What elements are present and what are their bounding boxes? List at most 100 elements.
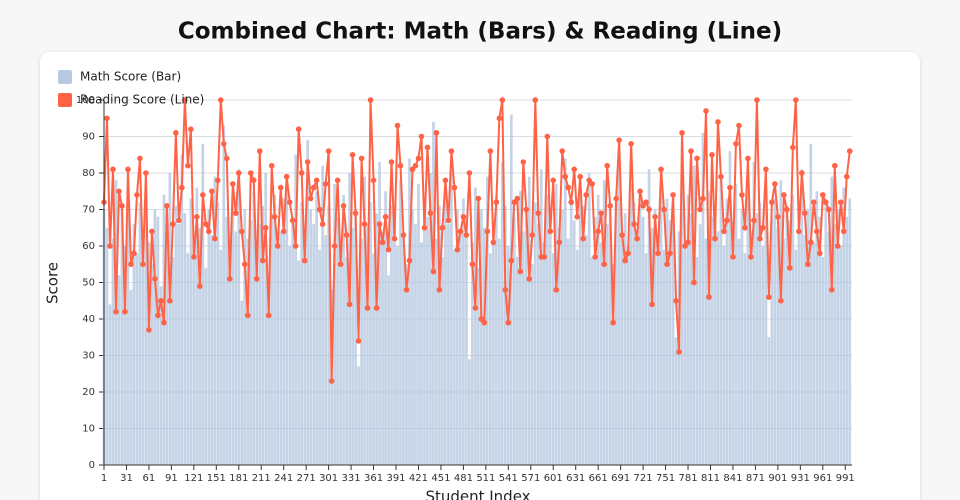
line-point: [451, 184, 458, 191]
line-point: [688, 148, 694, 154]
bar: [453, 249, 456, 465]
x-tick-label: 691: [611, 473, 630, 484]
bar: [444, 191, 447, 465]
bar: [261, 205, 265, 465]
bar: [219, 249, 223, 465]
bar: [809, 143, 813, 466]
line-point: [559, 148, 566, 154]
line-point: [104, 115, 110, 122]
line-point: [307, 195, 314, 202]
line-point: [146, 327, 152, 333]
line-point: [400, 232, 407, 238]
line-point: [837, 199, 844, 205]
line-point: [212, 235, 218, 242]
y-tick-label: 90: [82, 132, 95, 143]
bar: [587, 173, 591, 465]
bar: [126, 191, 130, 465]
bar: [692, 165, 696, 465]
line-point: [796, 228, 802, 235]
x-tick-label: 151: [207, 473, 226, 484]
bar: [417, 183, 420, 465]
line-point: [505, 319, 512, 326]
line-point: [122, 308, 128, 315]
line-point: [298, 170, 305, 176]
x-tick-label: 991: [836, 473, 855, 484]
line-point: [846, 148, 853, 154]
bar: [474, 187, 477, 465]
bar: [378, 162, 381, 466]
bar: [114, 180, 118, 466]
line-point: [697, 206, 703, 213]
bar: [794, 249, 798, 465]
bar: [584, 235, 588, 465]
line-point: [457, 228, 464, 235]
line-point: [661, 206, 667, 213]
bar: [815, 191, 819, 465]
line-point: [364, 305, 371, 311]
line-point: [613, 195, 619, 202]
line-point: [822, 199, 829, 205]
x-tick-label: 451: [431, 473, 450, 484]
bar: [222, 125, 226, 466]
line-point: [751, 217, 757, 224]
line-point: [685, 239, 691, 246]
bar: [503, 205, 507, 465]
bar: [758, 202, 762, 465]
line-point: [808, 239, 814, 246]
line-point: [583, 192, 589, 198]
bar: [632, 202, 636, 465]
line-point: [667, 250, 673, 257]
line-point: [430, 268, 437, 275]
bar: [312, 224, 315, 465]
bar: [782, 238, 786, 465]
line-point: [250, 177, 257, 184]
line-point: [739, 192, 745, 198]
bar: [345, 256, 348, 465]
line-point: [244, 312, 251, 319]
line-point: [418, 133, 425, 140]
line-point: [622, 257, 628, 264]
line-point: [508, 257, 515, 264]
bar: [683, 246, 687, 465]
bar: [650, 227, 654, 465]
line-point: [742, 224, 748, 231]
line-point: [784, 206, 790, 213]
bar: [674, 337, 678, 465]
x-tick-label: 241: [274, 473, 293, 484]
bar: [623, 213, 627, 465]
x-tick-label: 631: [566, 473, 585, 484]
bar: [686, 194, 690, 465]
line-point: [571, 166, 578, 173]
bar: [240, 300, 244, 465]
bar: [731, 220, 735, 465]
line-point: [709, 151, 715, 158]
line-point: [781, 192, 787, 198]
bar: [659, 187, 663, 465]
line-point: [715, 119, 721, 125]
bar: [477, 267, 480, 465]
bar: [755, 213, 759, 465]
bar: [465, 216, 468, 465]
y-tick-label: 0: [89, 460, 95, 471]
bar: [462, 198, 465, 466]
bar: [680, 180, 684, 466]
bar: [138, 202, 142, 465]
bar: [405, 264, 408, 465]
line-point: [676, 349, 682, 355]
line-point: [241, 261, 248, 268]
line-point: [200, 192, 206, 198]
line-point: [700, 195, 706, 202]
line-point: [643, 199, 649, 205]
bar: [827, 231, 831, 465]
x-tick-label: 511: [476, 473, 495, 484]
line-point: [607, 203, 613, 209]
bar: [369, 202, 372, 465]
bar: [276, 242, 280, 465]
bar: [117, 275, 121, 465]
line-point: [535, 210, 542, 216]
line-point: [475, 195, 482, 202]
line-point: [185, 162, 191, 169]
bar: [629, 183, 633, 465]
line-point: [188, 126, 194, 132]
bar: [435, 238, 438, 465]
